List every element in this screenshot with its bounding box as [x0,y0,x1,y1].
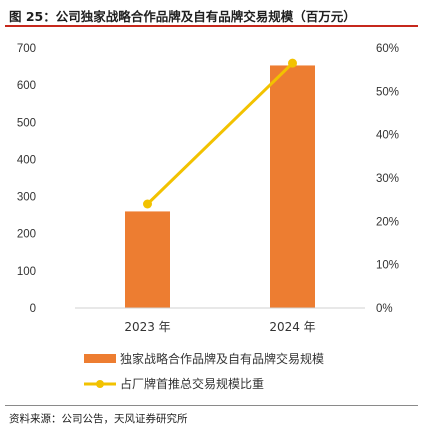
y-left-tick-label: 600 [17,80,36,92]
x-tick-label: 2023 年 [124,320,170,334]
legend-swatch-bar [84,354,116,363]
title-divider [5,25,418,27]
y-left-tick-label: 200 [17,229,36,241]
y-right-tick-label: 40% [376,130,399,142]
y-left-tick-label: 300 [17,192,36,204]
y-right-tick-label: 10% [376,260,399,272]
chart-title: 图 25：公司独家战略合作品牌及自有品牌交易规模（百万元） [9,9,356,24]
line-point [288,58,297,68]
y-left-tick-label: 100 [17,266,36,278]
y-right-tick-label: 0% [376,303,393,315]
bar [270,65,315,308]
y-left-tick-label: 500 [17,117,36,129]
y-right-tick-label: 30% [376,173,399,185]
line-series [146,62,294,206]
y-right-tick-label: 20% [376,216,399,228]
line-point [143,199,152,209]
legend-label-line: 占厂牌首推总交易规模比重 [120,376,264,391]
legend-label-bar: 独家战略合作品牌及自有品牌交易规模 [120,351,324,366]
bar [125,211,170,308]
source-divider [5,405,418,406]
x-tick-label: 2024 年 [269,320,315,334]
y-left-tick-label: 400 [17,154,36,166]
legend-swatch-marker [96,380,104,388]
source-note: 资料来源：公司公告，天风证券研究所 [9,413,188,425]
y-left-tick-label: 700 [17,43,36,55]
y-right-tick-label: 50% [376,86,399,98]
y-left-tick-label: 0 [30,303,36,315]
y-right-tick-label: 60% [376,43,399,55]
